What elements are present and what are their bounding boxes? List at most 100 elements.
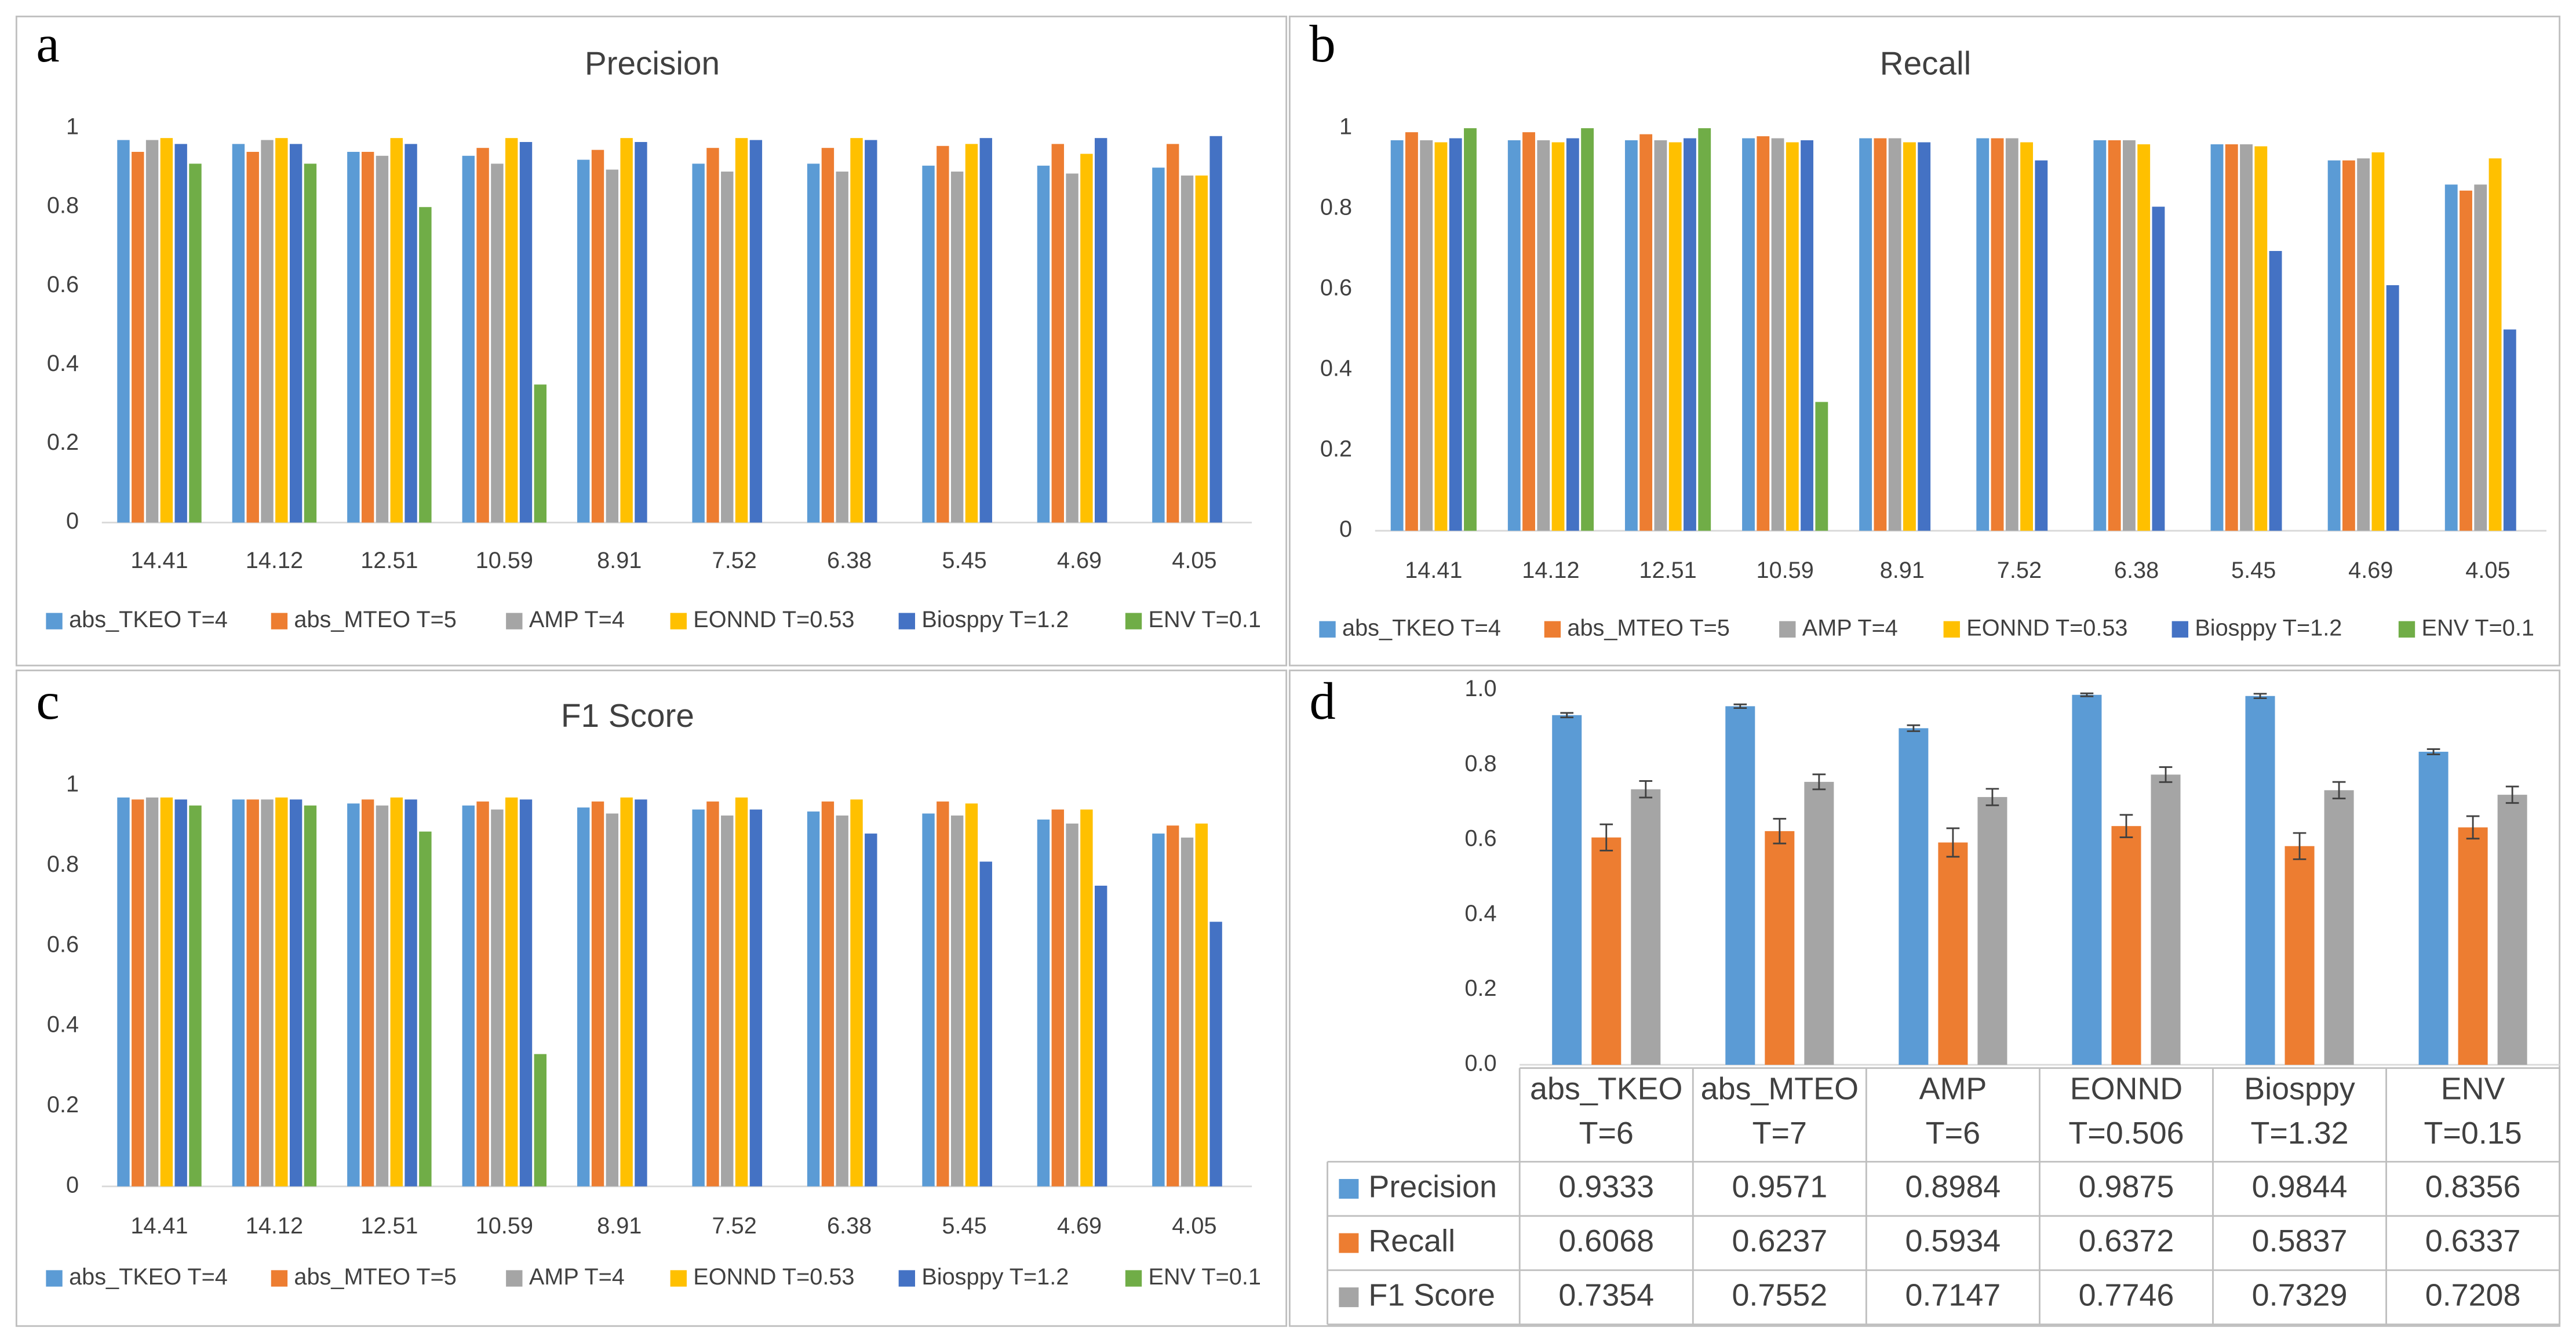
legend-label: AMP T=4 xyxy=(1802,615,1898,640)
bar xyxy=(2137,144,2151,531)
x-tick-label: 6.38 xyxy=(827,548,872,573)
bar xyxy=(807,163,820,523)
x-tick-label: 10.59 xyxy=(476,548,533,573)
legend-swatch xyxy=(1779,621,1796,638)
bar xyxy=(261,140,274,523)
bar xyxy=(922,165,935,523)
legend-label: EONND T=0.53 xyxy=(693,1264,854,1290)
bar xyxy=(476,148,489,523)
legend-swatch xyxy=(46,613,63,629)
legend-label: AMP T=4 xyxy=(529,607,625,632)
x-tick-label: 7.52 xyxy=(1997,558,2042,583)
table-cell: 0.6237 xyxy=(1732,1224,1827,1258)
legend-label: Recall xyxy=(1368,1224,1455,1258)
table-cell: 0.5934 xyxy=(1905,1224,2001,1258)
bar xyxy=(950,815,964,1187)
y-tick-label: 0.8 xyxy=(47,851,79,877)
bar xyxy=(117,797,130,1187)
x-tick-label: 6.38 xyxy=(827,1213,872,1239)
bar xyxy=(606,169,619,523)
bar xyxy=(591,150,604,523)
legend-label: ENV T=0.1 xyxy=(1149,607,1261,632)
bar xyxy=(462,155,475,523)
table-cell: 0.5837 xyxy=(2252,1224,2348,1258)
bar xyxy=(505,797,518,1187)
table-cell: 0.8356 xyxy=(2425,1169,2521,1204)
bar xyxy=(1859,138,1872,531)
bar xyxy=(937,801,949,1187)
bar xyxy=(534,384,547,523)
legend-label: abs_MTEO T=5 xyxy=(294,1264,456,1290)
bar xyxy=(1801,140,1814,531)
table-cell: 0.7746 xyxy=(2079,1278,2174,1312)
bar xyxy=(405,144,417,523)
bar xyxy=(1195,175,1208,523)
bar xyxy=(145,797,159,1187)
x-tick-label: 4.69 xyxy=(2348,558,2393,583)
legend-label: abs_TKEO T=4 xyxy=(1342,615,1501,640)
x-tick-label: 12.51 xyxy=(360,548,418,573)
bar xyxy=(821,801,835,1187)
bar xyxy=(1903,142,1916,531)
bar xyxy=(1522,132,1535,531)
bar xyxy=(519,141,533,523)
legend-label: Biosppy T=1.2 xyxy=(2195,615,2342,640)
bar xyxy=(275,138,288,523)
bar xyxy=(2418,751,2449,1065)
category-label: T=0.15 xyxy=(2424,1116,2522,1151)
x-tick-label: 4.05 xyxy=(1172,548,1216,573)
bar xyxy=(979,138,992,523)
legend-swatch xyxy=(271,1270,288,1287)
bar xyxy=(1037,819,1050,1187)
bar xyxy=(1771,138,1784,531)
x-tick-label: 14.12 xyxy=(246,1213,303,1239)
bar xyxy=(376,155,389,523)
panel-border xyxy=(15,669,1288,1327)
category-label: abs_TKEO xyxy=(1530,1072,1682,1107)
bar xyxy=(2005,138,2018,531)
bar xyxy=(1654,140,1667,531)
bar xyxy=(937,145,949,523)
bar xyxy=(1591,837,1622,1065)
table-cell: 0.9333 xyxy=(1558,1169,1654,1204)
bar xyxy=(865,834,877,1187)
legend-swatch xyxy=(670,613,687,629)
legend-label: abs_TKEO T=4 xyxy=(69,1264,228,1290)
x-tick-label: 14.12 xyxy=(1522,558,1579,583)
panel-border xyxy=(1288,15,2561,667)
bar xyxy=(361,151,374,523)
y-tick-label: 0.8 xyxy=(1320,195,1352,220)
bar xyxy=(1888,138,1901,531)
legend-swatch xyxy=(898,613,915,629)
x-tick-label: 4.69 xyxy=(1057,1213,1102,1239)
panel-border xyxy=(1288,669,2561,1327)
legend-swatch xyxy=(46,1270,63,1287)
table-cell: 0.7208 xyxy=(2425,1278,2521,1312)
x-tick-label: 7.52 xyxy=(712,548,757,573)
panel-letter: d xyxy=(1309,672,1335,730)
legend-swatch xyxy=(2398,621,2415,638)
panel-border xyxy=(15,15,1288,667)
y-tick-label: 0.0 xyxy=(1464,1050,1496,1076)
table-cell: 0.8984 xyxy=(1905,1169,2001,1204)
x-tick-label: 10.59 xyxy=(1757,558,1814,583)
bar xyxy=(836,815,848,1187)
bar xyxy=(2324,790,2354,1065)
bar xyxy=(2240,144,2253,531)
bar xyxy=(2020,142,2033,531)
bar xyxy=(174,799,187,1187)
bar xyxy=(1066,173,1079,523)
bar xyxy=(289,799,303,1187)
bar xyxy=(1742,138,1755,531)
chart-title: F1 Score xyxy=(561,698,694,734)
bar xyxy=(304,805,317,1187)
bar xyxy=(1698,128,1711,531)
bar xyxy=(1552,715,1582,1065)
bar xyxy=(979,861,992,1187)
table-cell: 0.6337 xyxy=(2425,1224,2521,1258)
bar xyxy=(289,144,303,523)
bar xyxy=(1976,138,1990,531)
legend-swatch xyxy=(898,1270,915,1287)
bar xyxy=(821,148,835,523)
bar xyxy=(347,803,360,1187)
